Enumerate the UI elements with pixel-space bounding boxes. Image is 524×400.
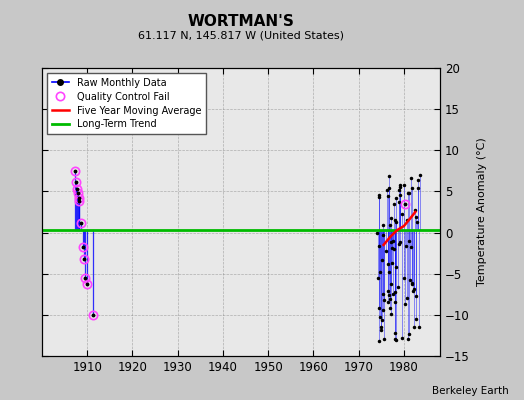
Text: WORTMAN'S: WORTMAN'S — [188, 14, 294, 29]
Text: 61.117 N, 145.817 W (United States): 61.117 N, 145.817 W (United States) — [138, 30, 344, 40]
Legend: Raw Monthly Data, Quality Control Fail, Five Year Moving Average, Long-Term Tren: Raw Monthly Data, Quality Control Fail, … — [47, 73, 206, 134]
Y-axis label: Temperature Anomaly (°C): Temperature Anomaly (°C) — [477, 138, 487, 286]
Text: Berkeley Earth: Berkeley Earth — [432, 386, 508, 396]
